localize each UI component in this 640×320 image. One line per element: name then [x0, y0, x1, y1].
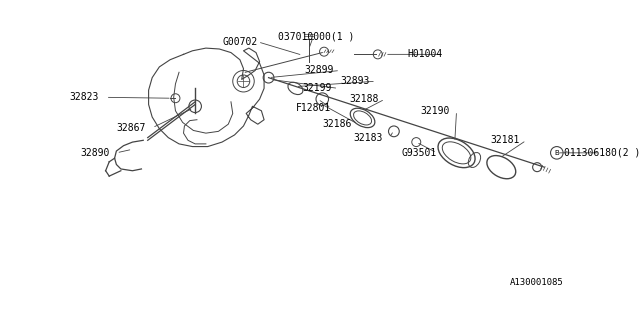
- Text: 32181: 32181: [491, 135, 520, 145]
- Text: 32183: 32183: [354, 132, 383, 143]
- Text: 32190: 32190: [420, 106, 450, 116]
- Text: H01004: H01004: [407, 49, 443, 60]
- Text: G00702: G00702: [222, 37, 257, 47]
- Text: 32899: 32899: [305, 66, 333, 76]
- Text: 32893: 32893: [340, 76, 369, 86]
- Text: 32199: 32199: [303, 84, 332, 93]
- Text: 037010000(1 ): 037010000(1 ): [278, 31, 354, 42]
- Text: 32823: 32823: [70, 92, 99, 102]
- Text: G93501: G93501: [401, 148, 436, 158]
- Text: B: B: [554, 150, 559, 156]
- Text: F12801: F12801: [296, 103, 331, 113]
- Text: 32186: 32186: [323, 119, 351, 129]
- Text: A130001085: A130001085: [510, 278, 564, 287]
- Text: 32867: 32867: [116, 123, 146, 133]
- Text: 32188: 32188: [349, 94, 378, 104]
- Text: 32890: 32890: [81, 148, 110, 158]
- Text: 011306180(2 ): 011306180(2 ): [564, 148, 640, 158]
